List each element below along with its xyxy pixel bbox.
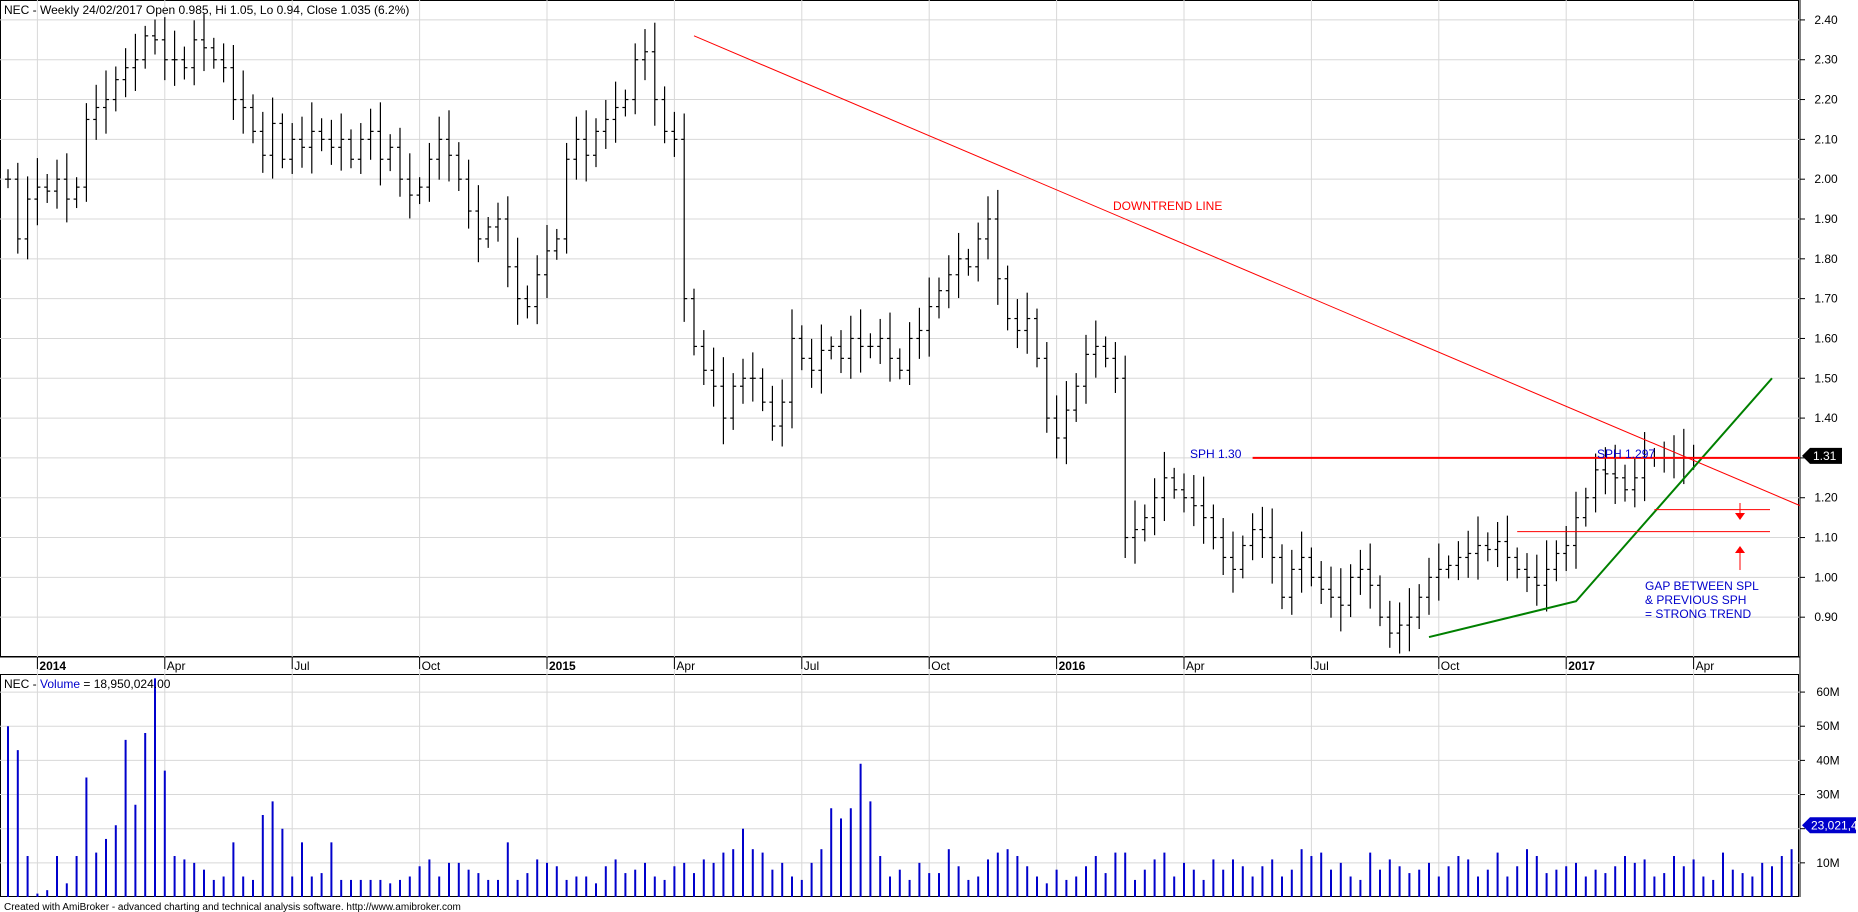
price-y-tick-label: 1.70	[1814, 292, 1838, 306]
trend-lines	[693, 35, 1801, 639]
volume-y-tick-label: 50M	[1816, 719, 1839, 733]
annotation-sph-1297: SPH 1.297	[1597, 447, 1655, 461]
x-axis-date-labels: 2014 Apr Jul Oct 2015 Apr Jul Oct 2016 Apr Jul Oct 2…	[36, 657, 1715, 673]
footer-credit: Created with AmiBroker - advanced charti…	[4, 902, 461, 912]
volume-y-tick-label: 30M	[1816, 788, 1839, 802]
downtrend-line	[693, 35, 1801, 507]
volume-bars	[7, 678, 1793, 897]
price-y-tick-label: 1.10	[1814, 531, 1838, 545]
date-tick-label: Apr	[167, 659, 186, 673]
annotation-gap-line1: GAP BETWEEN SPL	[1645, 579, 1759, 593]
price-y-tick-label: 1.00	[1814, 570, 1838, 584]
volume-header-label: Volume	[40, 677, 80, 691]
volume-header: NEC - Volume = 18,950,024.00	[4, 677, 171, 691]
date-tick-label: Apr	[1186, 659, 1205, 673]
date-tick-label: Apr	[1696, 659, 1715, 673]
date-tick-label: 2014	[39, 659, 66, 673]
price-y-tick-label: 1.90	[1814, 212, 1838, 226]
date-tick-label: 2015	[549, 659, 576, 673]
volume-y-tick-label: 60M	[1816, 685, 1839, 699]
gap-arrow-down-head	[1735, 513, 1745, 520]
last-price-tag-label: 1.31	[1813, 449, 1837, 463]
volume-y-tick-label: 10M	[1816, 856, 1839, 870]
price-y-tick-label: 2.20	[1814, 93, 1838, 107]
price-y-tick-label: 2.10	[1814, 132, 1838, 146]
price-y-tick-label: 2.40	[1814, 13, 1838, 27]
volume-y-tick-label: 40M	[1816, 753, 1839, 767]
last-volume-tag: 23,021,4	[1802, 817, 1858, 834]
price-y-tick-label: 2.30	[1814, 53, 1838, 67]
price-header-symbol: NEC	[4, 3, 30, 17]
volume-header-value: = 18,950,024.00	[80, 677, 171, 691]
price-horizontal-gridlines	[0, 19, 1800, 618]
price-panel-frame	[0, 0, 1799, 657]
date-tick-label: Apr	[676, 659, 695, 673]
volume-y-axis: 10M20M30M40M50M60M	[1800, 685, 1840, 870]
date-tick-label: Jul	[294, 659, 309, 673]
price-y-tick-label: 1.40	[1814, 411, 1838, 425]
date-tick-label: Oct	[931, 659, 950, 673]
annotation-gap-line2: & PREVIOUS SPH	[1645, 593, 1746, 607]
gap-arrow-up-head	[1735, 546, 1745, 553]
date-tick-label: 2017	[1568, 659, 1595, 673]
date-tick-label: Jul	[804, 659, 819, 673]
price-y-tick-label: 0.90	[1814, 610, 1838, 624]
price-header: NEC - Weekly 24/02/2017 Open 0.985, Hi 1…	[4, 3, 409, 17]
last-price-tag: 1.31	[1802, 447, 1842, 464]
volume-header-symbol: NEC	[4, 677, 30, 691]
price-y-tick-label: 1.60	[1814, 331, 1838, 345]
date-tick-label: Jul	[1313, 659, 1328, 673]
date-tick-label: Oct	[1441, 659, 1460, 673]
price-header-details: - Weekly 24/02/2017 Open 0.985, Hi 1.05,…	[29, 3, 409, 17]
volume-gridlines	[0, 691, 1800, 864]
vertical-gridlines	[36, 0, 1695, 897]
price-ohlc-bars	[5, 13, 1697, 654]
price-y-tick-label: 1.80	[1814, 252, 1838, 266]
date-tick-label: 2016	[1059, 659, 1086, 673]
date-tick-label: Oct	[422, 659, 441, 673]
last-volume-tag-label: 23,021,4	[1811, 818, 1858, 832]
annotation-sph-130: SPH 1.30	[1190, 447, 1242, 461]
price-y-tick-label: 1.20	[1814, 491, 1838, 505]
annotation-gap-line3: = STRONG TREND	[1645, 607, 1751, 621]
price-y-tick-label: 1.50	[1814, 371, 1838, 385]
price-y-tick-label: 2.00	[1814, 172, 1838, 186]
volume-header-dash: -	[29, 677, 40, 691]
annotation-downtrend-line: DOWNTREND LINE	[1113, 199, 1222, 213]
uptrend-line	[1428, 377, 1773, 639]
